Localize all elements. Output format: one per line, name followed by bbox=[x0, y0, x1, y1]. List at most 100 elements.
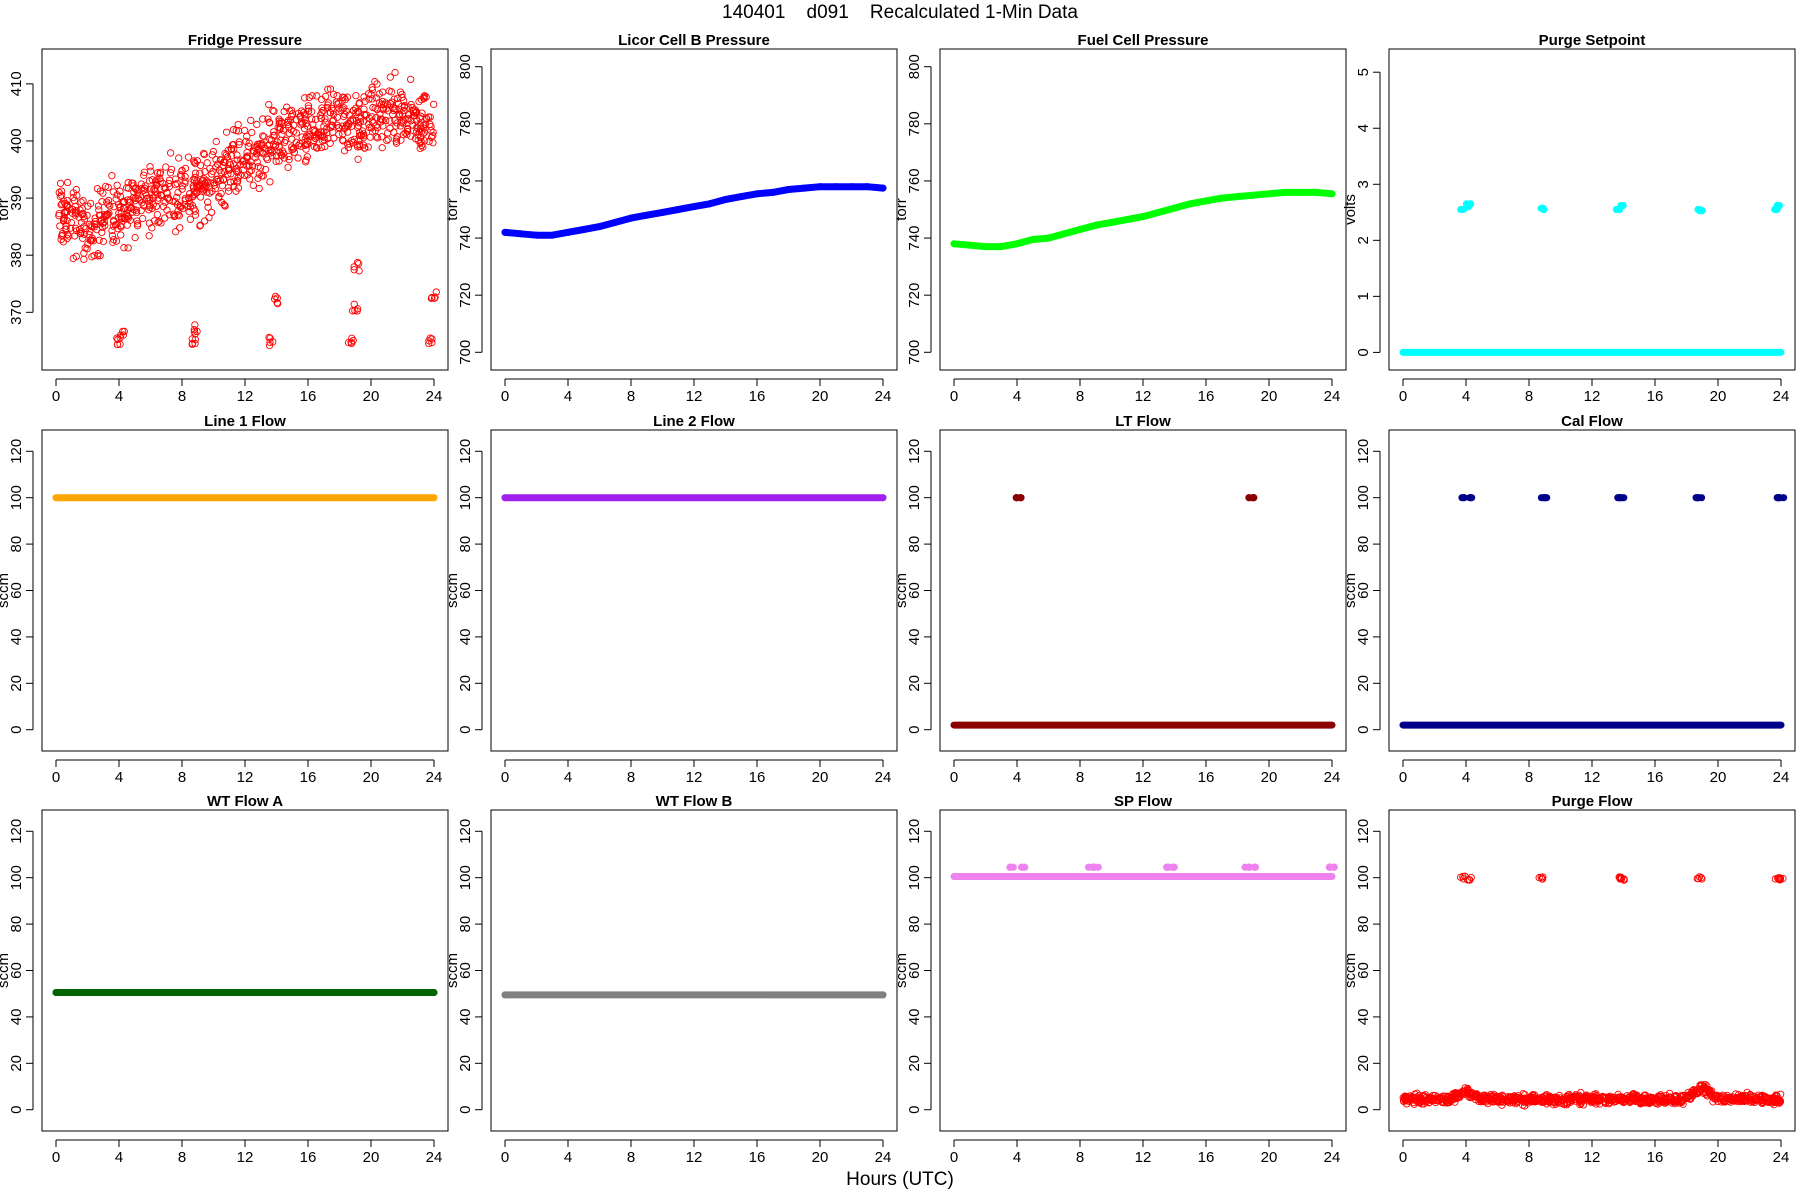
fridge-pressure-point bbox=[265, 100, 273, 109]
fridge-pressure-point bbox=[140, 202, 148, 210]
fridge-pressure-point bbox=[368, 83, 376, 92]
fridge-pressure-point bbox=[80, 230, 88, 238]
fuel-cell-pressure-point bbox=[1155, 208, 1163, 216]
fridge-pressure-point bbox=[338, 105, 347, 113]
fridge-pressure-point bbox=[234, 120, 242, 129]
lt-flow-x-tick-label: 12 bbox=[1135, 769, 1152, 786]
fridge-pressure-point bbox=[244, 142, 253, 150]
purge-flow-point bbox=[1400, 1094, 1408, 1103]
lt-flow-y-axis-label: sccm bbox=[893, 573, 910, 608]
line-1-flow-y-tick-label: 80 bbox=[8, 536, 25, 553]
fridge-pressure-point bbox=[281, 136, 290, 144]
fridge-pressure-point bbox=[421, 120, 430, 128]
fridge-pressure-point bbox=[338, 122, 346, 130]
lt-flow-y-tick-label: 60 bbox=[906, 582, 923, 599]
fridge-pressure-point bbox=[354, 108, 362, 116]
fridge-pressure-point bbox=[326, 85, 335, 93]
purge-flow-point bbox=[1690, 1085, 1698, 1094]
fridge-pressure-point bbox=[317, 114, 325, 122]
fridge-pressure-point bbox=[132, 208, 141, 217]
purge-setpoint-point bbox=[1462, 200, 1471, 208]
x-axis-label: Hours (UTC) bbox=[846, 1169, 954, 1190]
fridge-pressure-point bbox=[420, 92, 428, 101]
wt-flow-b-x-tick-label: 0 bbox=[501, 1149, 509, 1166]
licor-cell-b-pressure-point bbox=[737, 193, 745, 201]
line-1-flow-x-tick-label: 20 bbox=[363, 769, 380, 786]
purge-setpoint-y-axis-label: volts bbox=[1342, 194, 1359, 225]
purge-flow-point bbox=[1686, 1095, 1695, 1103]
purge-flow-panel: Purge Flow sccm 0 4 8 12 16 20 24 0 20 40 60 80 100 120 bbox=[1342, 793, 1796, 1166]
wt-flow-a-data bbox=[52, 989, 438, 997]
fridge-pressure-point bbox=[169, 197, 177, 206]
fridge-pressure-point bbox=[148, 204, 156, 213]
fridge-pressure-point bbox=[259, 172, 267, 180]
line-2-flow-panel: Line 2 Flow sccm 0 4 8 12 16 20 24 0 20 40 60 80 100 12… bbox=[444, 413, 898, 786]
lt-flow-y-tick-label: 0 bbox=[906, 726, 923, 734]
sp-flow-x-tick-label: 24 bbox=[1324, 1149, 1341, 1166]
fuel-cell-pressure-x-tick-label: 4 bbox=[1013, 388, 1021, 405]
purge-flow-point bbox=[1770, 1096, 1778, 1105]
wt-flow-b-y-tick-label: 80 bbox=[457, 916, 474, 933]
fridge-pressure-point bbox=[264, 115, 272, 123]
purge-setpoint-frame bbox=[1388, 48, 1796, 371]
fuel-cell-pressure-point bbox=[1171, 204, 1178, 212]
fridge-pressure-point bbox=[214, 177, 222, 186]
lt-flow-x-tick-label: 8 bbox=[1076, 769, 1084, 786]
fridge-pressure-point bbox=[218, 198, 226, 207]
fridge-pressure-point bbox=[60, 214, 68, 222]
fridge-pressure-point bbox=[266, 338, 274, 346]
fridge-pressure-point bbox=[156, 175, 164, 183]
fridge-pressure-point bbox=[320, 128, 328, 136]
licor-cell-b-pressure-point bbox=[580, 225, 588, 233]
fridge-pressure-point bbox=[71, 232, 79, 240]
purge-flow-point bbox=[1419, 1091, 1427, 1100]
line-2-flow-y-tick-label: 100 bbox=[457, 485, 474, 510]
fridge-pressure-point bbox=[94, 250, 102, 258]
line-1-flow-x-tick-label: 8 bbox=[178, 769, 186, 786]
wt-flow-a-y-tick-label: 60 bbox=[8, 962, 25, 979]
fridge-pressure-point bbox=[175, 212, 183, 220]
fridge-pressure-point bbox=[429, 132, 437, 140]
licor-cell-b-pressure-point bbox=[832, 183, 840, 191]
purge-flow-point bbox=[1764, 1097, 1773, 1106]
fridge-pressure-point bbox=[217, 168, 225, 177]
fridge-pressure-point bbox=[267, 136, 276, 144]
wt-flow-a-title: WT Flow A bbox=[207, 793, 283, 810]
line-2-flow-x-tick-label: 8 bbox=[627, 769, 635, 786]
fridge-pressure-point bbox=[346, 140, 354, 148]
purge-setpoint-x-tick-label: 4 bbox=[1462, 388, 1470, 405]
wt-flow-a-y-tick-label: 120 bbox=[8, 819, 25, 844]
purge-flow-point bbox=[1494, 1098, 1502, 1106]
fuel-cell-pressure-point bbox=[1013, 240, 1021, 248]
fridge-pressure-point bbox=[159, 202, 168, 211]
fuel-cell-pressure-y-tick-label: 720 bbox=[906, 283, 923, 308]
line-1-flow-point bbox=[430, 494, 438, 502]
fridge-pressure-point bbox=[311, 134, 320, 142]
line-2-flow-x-tick-label: 4 bbox=[564, 769, 572, 786]
purge-flow-point bbox=[1703, 1082, 1711, 1090]
purge-flow-point bbox=[1746, 1096, 1755, 1104]
fridge-pressure-point bbox=[230, 145, 238, 153]
purge-flow-point bbox=[1438, 1095, 1446, 1103]
wt-flow-a-y-tick-label: 0 bbox=[8, 1106, 25, 1114]
sp-flow-y-tick-label: 60 bbox=[906, 962, 923, 979]
fridge-pressure-x-tick-label: 12 bbox=[237, 388, 254, 405]
fridge-pressure-point bbox=[427, 294, 436, 303]
purge-setpoint-point bbox=[1617, 201, 1625, 210]
fridge-pressure-point bbox=[328, 104, 336, 113]
fridge-pressure-point bbox=[280, 107, 288, 116]
lt-flow-point bbox=[1250, 494, 1258, 502]
lt-flow-x-tick-label: 0 bbox=[950, 769, 958, 786]
fuel-cell-pressure-point bbox=[1076, 225, 1084, 233]
fridge-pressure-point bbox=[247, 158, 255, 166]
fridge-pressure-point bbox=[194, 181, 203, 190]
fridge-pressure-point bbox=[199, 187, 207, 196]
fridge-pressure-point bbox=[152, 177, 160, 185]
purge-flow-y-tick-label: 80 bbox=[1355, 916, 1372, 933]
fridge-pressure-point bbox=[209, 147, 218, 156]
fridge-pressure-point bbox=[196, 181, 204, 189]
fridge-pressure-point bbox=[355, 119, 363, 127]
fuel-cell-pressure-point bbox=[950, 240, 958, 248]
fridge-pressure-point bbox=[415, 128, 424, 136]
fridge-pressure-point bbox=[200, 217, 209, 225]
